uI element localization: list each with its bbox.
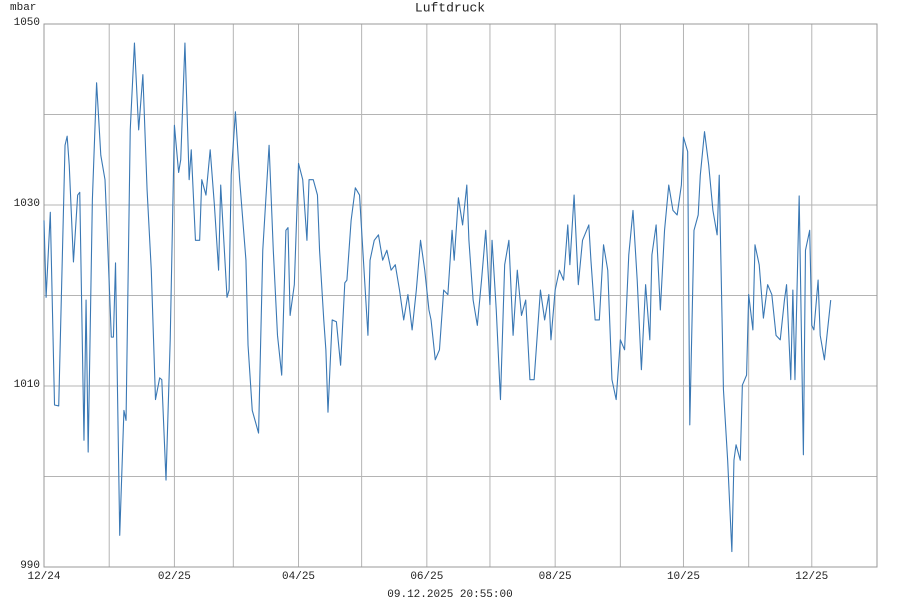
x-tick-label: 04/25 [282, 571, 315, 583]
pressure-line [43, 42, 832, 553]
x-tick-label: 02/25 [158, 571, 191, 583]
x-tick-label: 12/25 [795, 571, 828, 583]
plot-border [43, 23, 878, 568]
x-tick-label: 06/25 [410, 571, 443, 583]
x-tick-label: 12/24 [27, 571, 60, 583]
timestamp: 09.12.2025 20:55:00 [387, 589, 512, 600]
x-tick-label: 08/25 [539, 571, 572, 583]
y-axis-label: mbar [10, 2, 36, 14]
y-tick-label: 990 [20, 560, 40, 572]
y-tick-label: 1050 [14, 17, 40, 29]
y-tick-label: 1030 [14, 198, 40, 210]
x-tick-label: 10/25 [667, 571, 700, 583]
y-tick-label: 1010 [14, 379, 40, 391]
chart-title: Luftdruck [415, 0, 485, 15]
